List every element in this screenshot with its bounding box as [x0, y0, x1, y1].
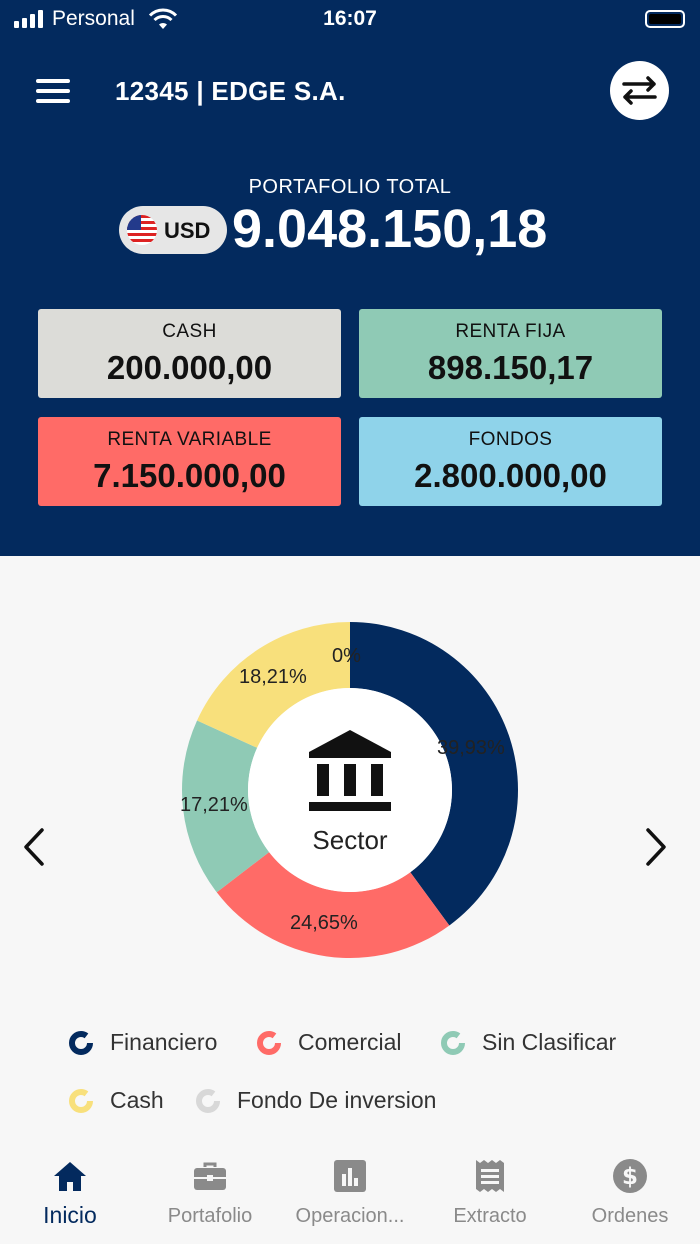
- cellular-signal-icon: [14, 10, 46, 28]
- tab-label: Ordenes: [591, 1205, 669, 1227]
- briefcase-icon: [194, 1162, 226, 1190]
- donut-slice-financiero[interactable]: [350, 622, 518, 926]
- slice-label-fondo: 0%: [332, 645, 361, 667]
- battery-icon: [645, 10, 685, 28]
- card-value: 2.800.000,00: [414, 457, 607, 494]
- tab-extracto[interactable]: Extracto: [420, 1150, 560, 1244]
- legend-label: Sin Clasificar: [482, 1029, 617, 1055]
- carrier-name: Personal: [52, 7, 135, 30]
- legend-label: Comercial: [298, 1029, 402, 1055]
- donut-legend-icon: [441, 1031, 465, 1055]
- donut-slice-comercial[interactable]: [216, 852, 450, 958]
- receipt-icon: [476, 1160, 504, 1192]
- card-label: CASH: [162, 321, 217, 342]
- legend-label: Fondo De inversion: [237, 1087, 437, 1113]
- slice-label-sin-clasificar: 17,21%: [180, 794, 248, 816]
- dollar-icon: $: [613, 1159, 647, 1193]
- svg-text:$: $: [622, 1164, 638, 1190]
- tab-label: Portafolio: [167, 1205, 253, 1227]
- us-flag-icon: [127, 215, 157, 245]
- card-value: 898.150,17: [427, 349, 594, 386]
- bar-chart-icon: [334, 1160, 366, 1192]
- renta-variable-card[interactable]: RENTA VARIABLE 7.150.000,00: [38, 417, 341, 506]
- tab-inicio[interactable]: Inicio: [0, 1150, 140, 1244]
- card-value: 200.000,00: [106, 349, 273, 386]
- portfolio-total: 9.048.150,18: [232, 199, 548, 259]
- status-bar: Personal 16:07: [0, 0, 700, 40]
- wifi-icon: [148, 8, 178, 29]
- tab-ordenes[interactable]: $ Ordenes: [560, 1150, 700, 1244]
- donut-legend-icon: [69, 1089, 93, 1113]
- slice-label-financiero: 39,93%: [437, 737, 505, 759]
- fondos-card[interactable]: FONDOS 2.800.000,00: [359, 417, 662, 506]
- account-title: 12345 | EDGE S.A.: [115, 76, 346, 106]
- bank-icon: [309, 730, 391, 811]
- donut-slice-sin-clasificar[interactable]: [182, 720, 270, 893]
- donut-legend-icon: [257, 1031, 281, 1055]
- tab-operaciones[interactable]: Operacion...: [280, 1150, 420, 1244]
- portfolio-title: PORTAFOLIO TOTAL: [248, 176, 452, 198]
- legend-label: Cash: [110, 1087, 164, 1113]
- slice-label-comercial: 24,65%: [290, 912, 358, 934]
- header-panel: Personal 16:07 12345 | EDGE S.A. PORTAFO…: [0, 0, 700, 556]
- chevron-left-icon[interactable]: [20, 826, 50, 868]
- home-icon: [54, 1162, 86, 1191]
- donut-legend-icon: [196, 1089, 220, 1113]
- status-time: 16:07: [323, 7, 377, 30]
- chart-center-label: Sector: [312, 825, 388, 855]
- tab-label: Inicio: [43, 1202, 97, 1228]
- tab-portafolio[interactable]: Portafolio: [140, 1150, 280, 1244]
- legend-label: Financiero: [110, 1029, 218, 1055]
- donut-slice-cash[interactable]: [197, 622, 350, 748]
- switch-account-button[interactable]: [610, 61, 669, 120]
- card-label: RENTA VARIABLE: [107, 429, 272, 450]
- chevron-right-icon[interactable]: [640, 826, 670, 868]
- slice-label-cash: 18,21%: [239, 666, 307, 688]
- donut-legend-icon: [69, 1031, 93, 1055]
- renta-fija-card[interactable]: RENTA FIJA 898.150,17: [359, 309, 662, 398]
- hamburger-menu-icon[interactable]: [36, 79, 70, 103]
- currency-selector[interactable]: USD: [119, 206, 227, 254]
- card-label: RENTA FIJA: [455, 321, 566, 342]
- tab-label: Extracto: [453, 1205, 527, 1227]
- sector-donut-chart[interactable]: 39,93% 24,65% 17,21% 18,21% 0% Sector: [180, 620, 520, 960]
- currency-label: USD: [164, 218, 211, 243]
- cash-card[interactable]: CASH 200.000,00: [38, 309, 341, 398]
- card-label: FONDOS: [468, 429, 553, 450]
- swap-arrows-icon: [622, 76, 657, 105]
- bottom-tab-bar: Inicio Portafolio Operacion... Extracto: [0, 1150, 700, 1244]
- tab-label: Operacion...: [295, 1205, 405, 1227]
- card-value: 7.150.000,00: [93, 457, 286, 494]
